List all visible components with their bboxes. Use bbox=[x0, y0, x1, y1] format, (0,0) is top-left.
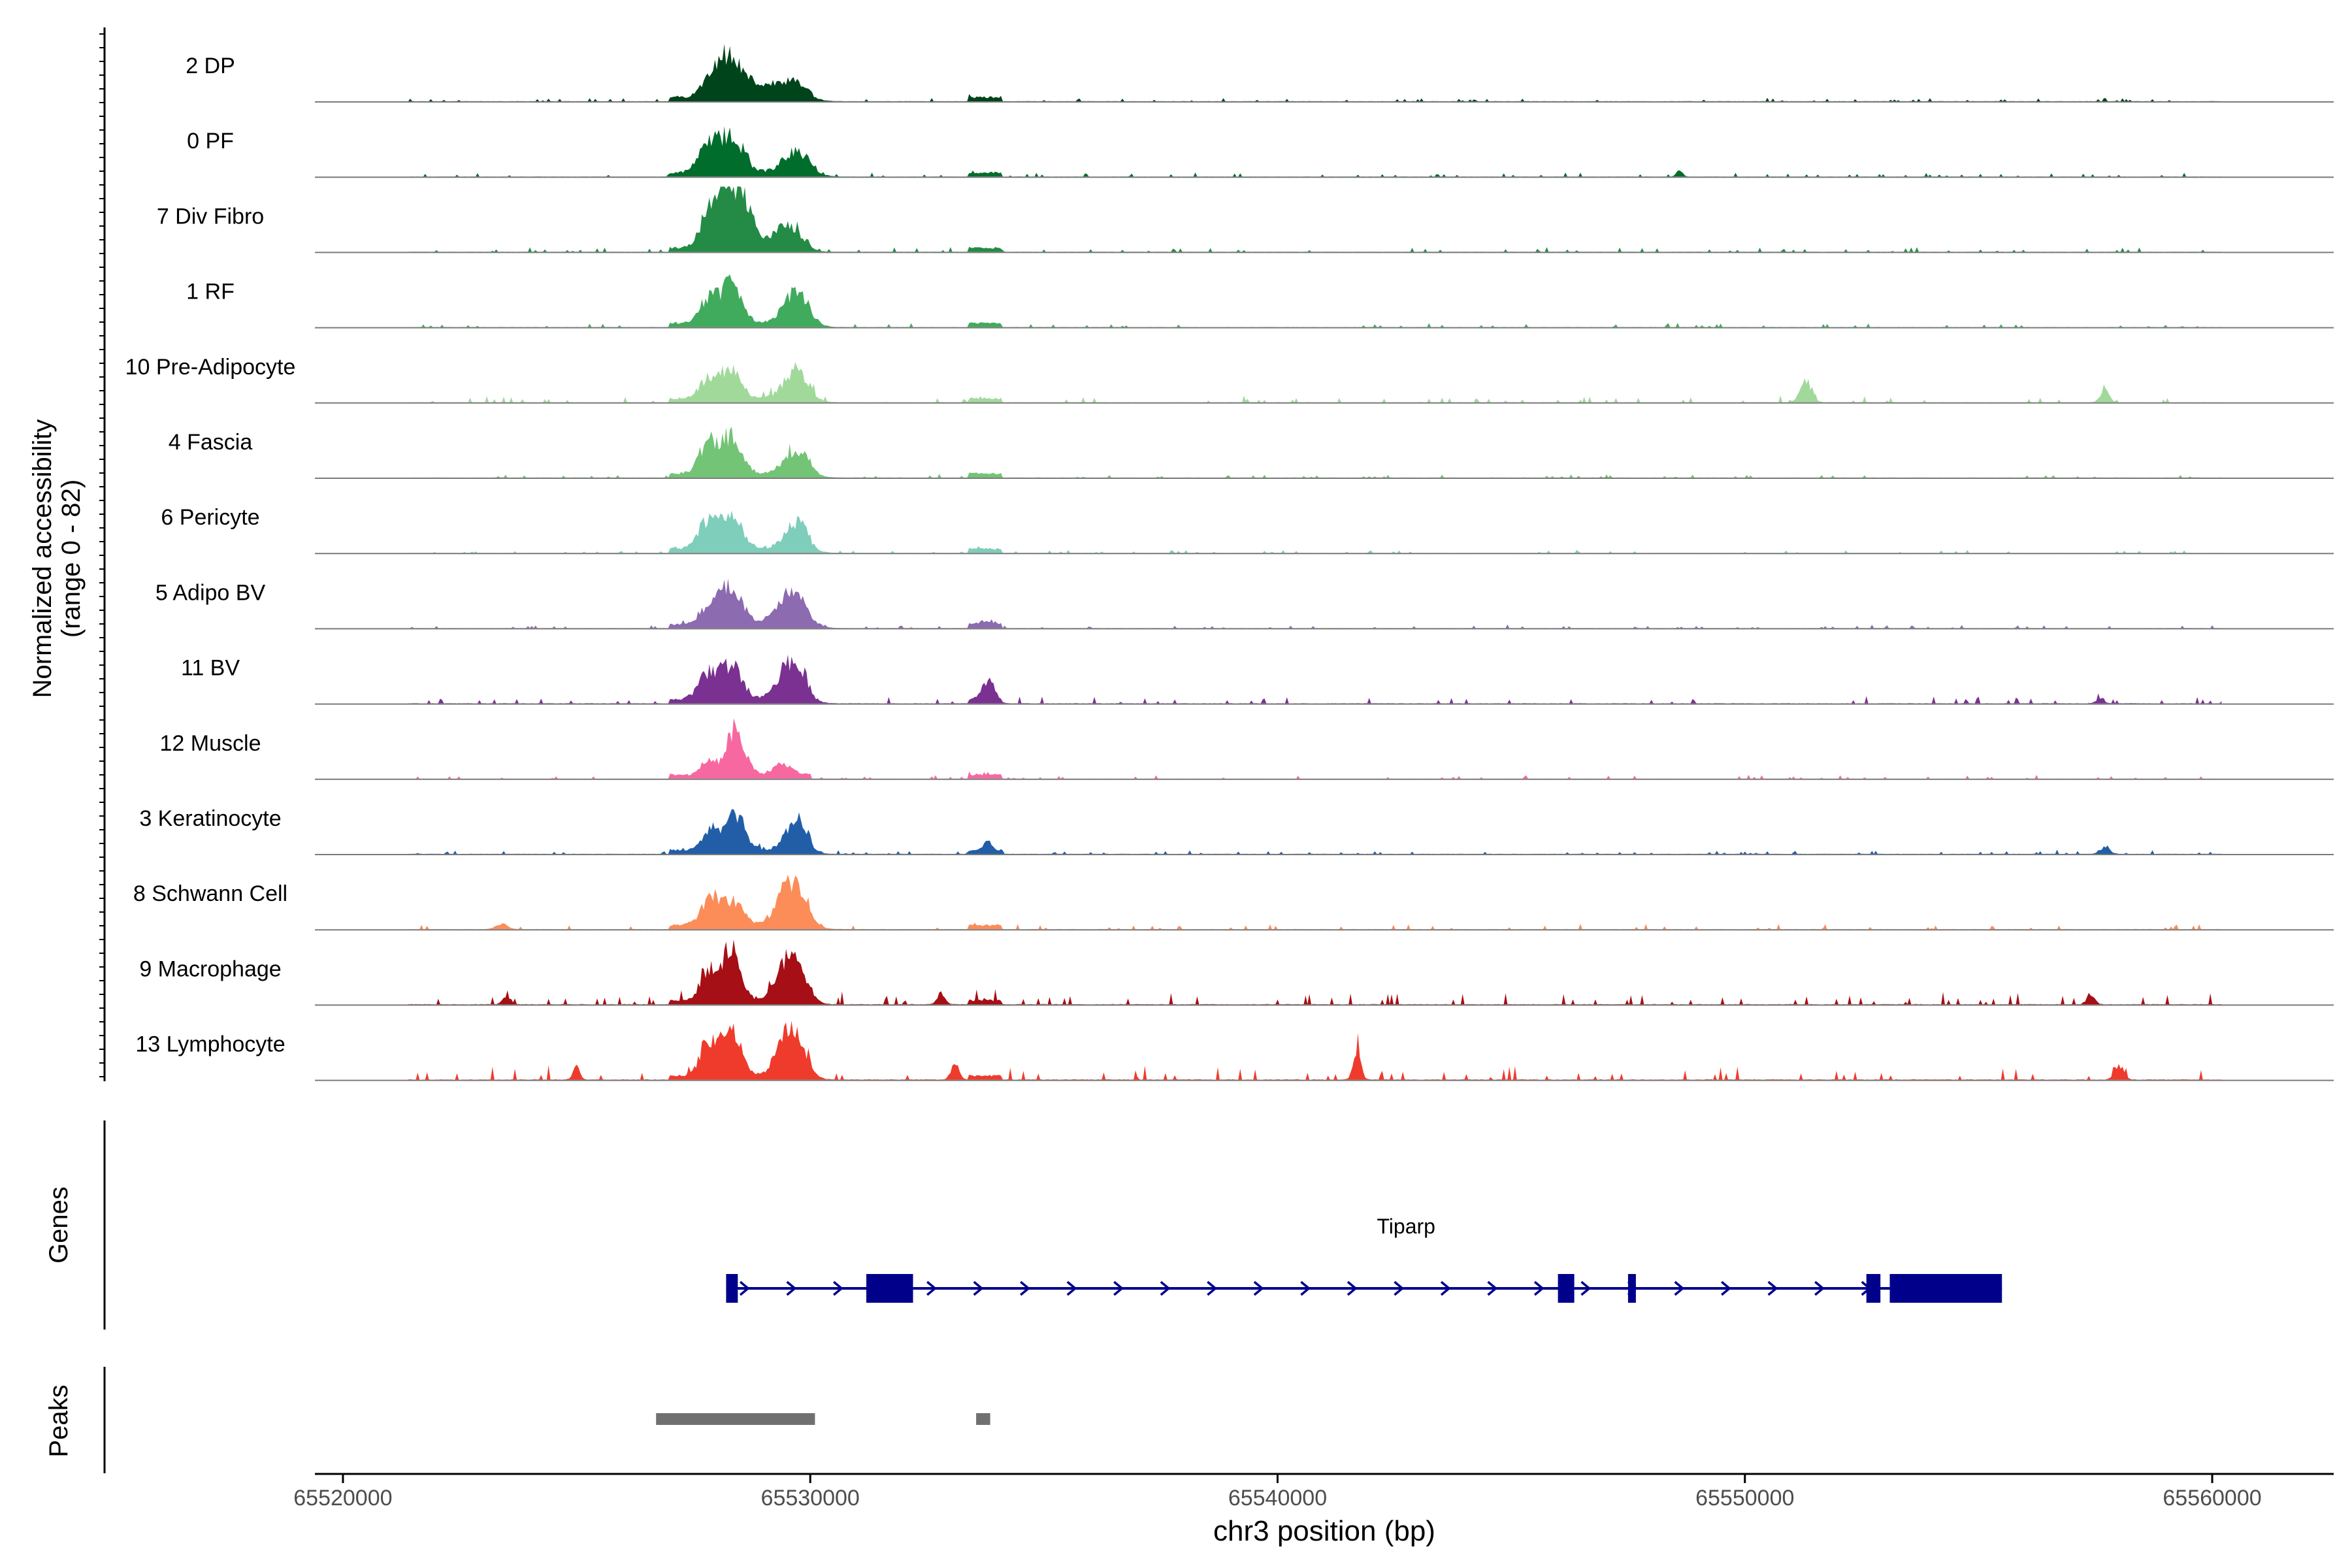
track-13: 9 Macrophage bbox=[139, 939, 2334, 1006]
coverage-area bbox=[408, 126, 2222, 177]
gene-exon bbox=[1889, 1274, 2002, 1303]
track-label: 12 Muscle bbox=[160, 731, 261, 756]
track-1: 2 DP bbox=[186, 44, 2334, 103]
peaks-track-label: Peaks bbox=[44, 1384, 73, 1457]
track-12: 8 Schwann Cell bbox=[133, 874, 2334, 931]
strand-arrow bbox=[739, 1281, 750, 1296]
x-axis: chr3 position (bp) 65520000 65530000 65540… bbox=[293, 1473, 2334, 1547]
coverage-area bbox=[408, 362, 2222, 402]
track-14: 13 Lymphocyte bbox=[135, 1021, 2334, 1081]
x-tick-label: 65560000 bbox=[2163, 1486, 2261, 1511]
coverage-area bbox=[408, 427, 2222, 478]
strand-arrow bbox=[973, 1281, 984, 1296]
coverage-area bbox=[408, 809, 2222, 854]
track-label: 4 Fascia bbox=[169, 430, 253, 455]
y-axis-label-line2: (range 0 - 82) bbox=[57, 480, 86, 638]
track-6: 4 Fascia bbox=[169, 427, 2334, 479]
coverage-area bbox=[408, 874, 2222, 930]
x-tick-label: 65540000 bbox=[1228, 1486, 1327, 1511]
gene-exon bbox=[1627, 1274, 1636, 1303]
track-label: 13 Lymphocyte bbox=[135, 1032, 285, 1057]
gene-exon bbox=[1866, 1274, 1881, 1303]
gene-exon bbox=[866, 1274, 913, 1303]
x-tick-label: 65550000 bbox=[1695, 1486, 1794, 1511]
coverage-area bbox=[408, 1021, 2222, 1080]
coverage-area bbox=[408, 44, 2222, 101]
strand-arrow bbox=[1113, 1281, 1124, 1296]
strand-arrow bbox=[1066, 1281, 1077, 1296]
strand-arrow bbox=[786, 1281, 797, 1296]
coverage-area bbox=[408, 718, 2222, 779]
gene-track-label: Genes bbox=[44, 1186, 73, 1264]
gene-exon bbox=[726, 1274, 738, 1303]
strand-arrow bbox=[1674, 1281, 1685, 1296]
track-label: 11 BV bbox=[181, 656, 240, 681]
strand-arrow bbox=[1300, 1281, 1311, 1296]
coverage-area bbox=[408, 939, 2222, 1005]
track-label: 2 DP bbox=[186, 54, 235, 78]
coverage-area bbox=[408, 510, 2222, 553]
y-axis-label: Normalized accessibility (range 0 - 82) bbox=[28, 419, 86, 698]
track-5: 10 Pre-Adipocyte bbox=[125, 355, 2334, 404]
track-11: 3 Keratinocyte bbox=[139, 806, 2334, 855]
strand-arrow bbox=[926, 1281, 937, 1296]
strand-arrow bbox=[1533, 1281, 1544, 1296]
peak-region bbox=[976, 1413, 990, 1425]
track-2: 0 PF bbox=[187, 126, 2334, 178]
track-label: 1 RF bbox=[186, 280, 235, 304]
gene-name-label: Tiparp bbox=[1377, 1215, 1435, 1238]
track-label: 5 Adipo BV bbox=[155, 580, 266, 605]
track-7: 6 Pericyte bbox=[161, 505, 2334, 555]
strand-arrow bbox=[1440, 1281, 1451, 1296]
strand-arrow bbox=[1767, 1281, 1778, 1296]
track-3: 7 Div Fibro bbox=[157, 186, 2334, 253]
track-label: 8 Schwann Cell bbox=[133, 881, 287, 906]
track-label: 9 Macrophage bbox=[139, 956, 281, 981]
track-4: 1 RF bbox=[186, 274, 2334, 329]
y-axis-label-line1: Normalized accessibility bbox=[28, 419, 57, 698]
strand-arrow bbox=[832, 1281, 843, 1296]
track-label: 3 Keratinocyte bbox=[139, 806, 281, 831]
coverage-area bbox=[408, 186, 2222, 252]
strand-arrow bbox=[1487, 1281, 1498, 1296]
strand-arrow bbox=[1207, 1281, 1218, 1296]
track-label: 7 Div Fibro bbox=[157, 204, 264, 229]
x-axis-title: chr3 position (bp) bbox=[1213, 1515, 1435, 1547]
coverage-tracks: 2 DP 0 PF 7 Div Fibro 1 RF 10 Pre-Adipocyte 4… bbox=[125, 44, 2334, 1081]
track-8: 5 Adipo BV bbox=[155, 578, 2334, 630]
coverage-y-ticks bbox=[99, 33, 105, 1077]
track-9: 11 BV bbox=[181, 654, 2334, 705]
gene-track: Genes Tiparp bbox=[44, 1120, 2002, 1330]
coverage-area bbox=[408, 274, 2222, 327]
track-10: 12 Muscle bbox=[160, 718, 2334, 780]
strand-arrow bbox=[1721, 1281, 1731, 1296]
strand-arrow bbox=[1160, 1281, 1171, 1296]
strand-arrow bbox=[1020, 1281, 1030, 1296]
track-label: 6 Pericyte bbox=[161, 505, 259, 530]
peaks-track: Peaks bbox=[44, 1367, 990, 1473]
gene-exon bbox=[1558, 1274, 1575, 1303]
coverage-area bbox=[408, 654, 2222, 704]
strand-arrow bbox=[1347, 1281, 1358, 1296]
track-label: 0 PF bbox=[187, 129, 234, 154]
strand-arrow bbox=[1253, 1281, 1264, 1296]
x-tick-label: 65520000 bbox=[293, 1486, 392, 1511]
track-label: 10 Pre-Adipocyte bbox=[125, 355, 296, 380]
peak-region bbox=[656, 1413, 815, 1425]
strand-arrow bbox=[1580, 1281, 1592, 1296]
strand-arrow bbox=[1394, 1281, 1405, 1296]
strand-arrow bbox=[1814, 1281, 1825, 1296]
x-tick-label: 65530000 bbox=[761, 1486, 860, 1511]
coverage-area bbox=[408, 578, 2222, 629]
